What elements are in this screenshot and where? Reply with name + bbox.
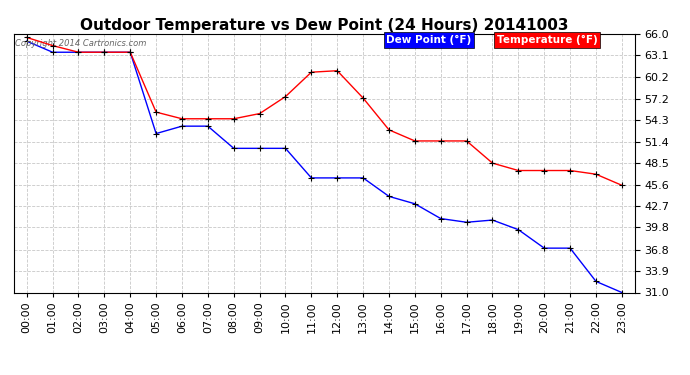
Text: Temperature (°F): Temperature (°F) xyxy=(497,35,598,45)
Text: Dew Point (°F): Dew Point (°F) xyxy=(386,35,472,45)
Text: Copyright 2014 Cartronics.com: Copyright 2014 Cartronics.com xyxy=(15,39,146,48)
Title: Outdoor Temperature vs Dew Point (24 Hours) 20141003: Outdoor Temperature vs Dew Point (24 Hou… xyxy=(80,18,569,33)
